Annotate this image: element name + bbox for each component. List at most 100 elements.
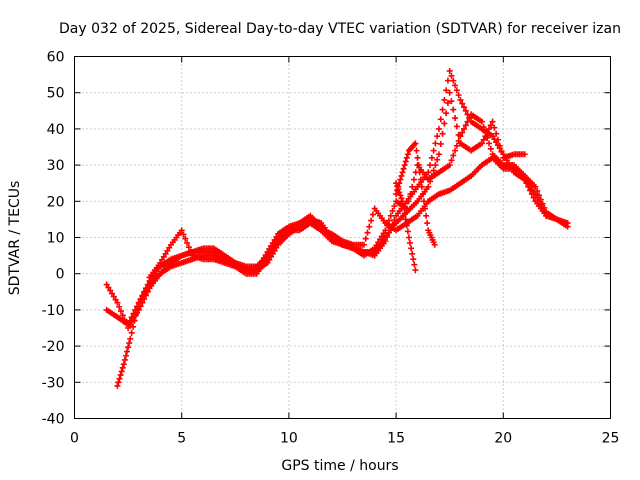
data-point-interp xyxy=(407,239,414,246)
data-point-interp xyxy=(430,147,437,154)
data-point xyxy=(478,118,485,125)
data-point-interp xyxy=(109,290,116,297)
data-point xyxy=(114,299,121,306)
data-point-interp xyxy=(402,158,409,165)
data-point-interp xyxy=(368,217,375,224)
data-point-interp xyxy=(441,96,448,103)
data-point-interp xyxy=(394,183,401,190)
data-point xyxy=(178,227,185,234)
data-point-interp xyxy=(420,198,427,205)
data-point-interp xyxy=(128,329,135,336)
data-point-interp xyxy=(443,87,450,94)
data-point-interp xyxy=(415,162,422,169)
data-point-interp xyxy=(164,247,171,254)
data-point-interp xyxy=(124,348,131,355)
data-point xyxy=(425,169,432,176)
data-point-interp xyxy=(273,237,280,244)
data-point-interp xyxy=(271,240,278,247)
data-point-interp xyxy=(441,120,448,127)
data-point-interp xyxy=(273,244,280,251)
data-point-interp xyxy=(266,256,273,263)
data-point-interp xyxy=(409,183,416,190)
data-point-interp xyxy=(437,140,444,147)
data-point xyxy=(412,140,419,147)
data-point-interp xyxy=(398,172,405,179)
data-point-interp xyxy=(491,124,498,131)
data-point-interp xyxy=(464,118,471,125)
data-point-interp xyxy=(369,211,376,218)
y-tick-label: -40 xyxy=(42,412,65,428)
data-point-interp xyxy=(119,364,126,371)
series-track-b xyxy=(103,111,571,331)
x-tick-label: 10 xyxy=(280,431,298,447)
data-point xyxy=(478,140,485,147)
data-point xyxy=(543,212,550,219)
data-point-interp xyxy=(391,203,398,210)
series-track-e xyxy=(393,140,438,248)
data-point-interp xyxy=(271,247,278,254)
data-point-interp xyxy=(439,106,446,113)
data-point-interp xyxy=(397,192,404,199)
data-point-interp xyxy=(380,230,387,237)
x-tick-label: 25 xyxy=(602,431,620,447)
data-point xyxy=(446,89,453,96)
data-point xyxy=(489,133,496,140)
data-point-interp xyxy=(453,142,460,149)
data-point-interp xyxy=(184,239,191,246)
data-point-interp xyxy=(110,293,117,300)
data-point-interp xyxy=(459,129,466,136)
data-point-interp xyxy=(410,256,417,263)
data-point-interp xyxy=(125,344,132,351)
data-point-interp xyxy=(180,231,187,238)
data-point-interp xyxy=(410,176,417,183)
data-point-interp xyxy=(126,340,133,347)
series-track-a xyxy=(103,67,571,328)
y-tick-label: -20 xyxy=(42,339,65,355)
data-point-interp xyxy=(112,296,119,303)
data-point-interp xyxy=(409,250,416,257)
data-point-interp xyxy=(496,142,503,149)
data-point xyxy=(360,241,367,248)
data-point-interp xyxy=(480,136,487,143)
data-point-interp xyxy=(400,204,407,211)
data-point-interp xyxy=(117,308,124,315)
data-point-interp xyxy=(107,287,114,294)
data-point-interp xyxy=(460,104,467,111)
data-point-interp xyxy=(493,130,500,137)
data-point-interp xyxy=(428,154,435,161)
data-point-interp xyxy=(450,77,457,84)
data-point-interp xyxy=(487,122,494,129)
data-point-interp xyxy=(402,216,409,223)
data-point-interp xyxy=(448,72,455,79)
y-tick-label: 10 xyxy=(47,231,65,247)
data-point-interp xyxy=(424,220,431,227)
data-point-interp xyxy=(450,106,457,113)
data-point-interp xyxy=(486,140,493,147)
data-point-interp xyxy=(534,194,541,201)
data-point xyxy=(457,96,464,103)
data-point-interp xyxy=(121,356,128,363)
data-points xyxy=(103,67,571,389)
data-point-interp xyxy=(428,172,435,179)
data-point-interp xyxy=(498,148,505,155)
data-point-interp xyxy=(391,217,398,224)
data-point-interp xyxy=(131,317,138,324)
data-point xyxy=(399,169,406,176)
data-point-interp xyxy=(137,296,144,303)
data-point-interp xyxy=(144,281,151,288)
data-point-interp xyxy=(482,133,489,140)
data-point-interp xyxy=(417,176,424,183)
data-point-interp xyxy=(401,162,408,169)
data-point-interp xyxy=(269,250,276,257)
data-point-interp xyxy=(160,253,167,260)
y-tick-label: 30 xyxy=(47,158,65,174)
data-point-interp xyxy=(162,250,169,257)
data-point-interp xyxy=(484,129,491,136)
data-point-interp xyxy=(389,207,396,214)
data-point xyxy=(393,180,400,187)
data-point-interp xyxy=(118,368,125,375)
x-tick-label: 15 xyxy=(387,431,405,447)
data-point xyxy=(264,259,271,266)
data-point-interp xyxy=(466,115,473,122)
